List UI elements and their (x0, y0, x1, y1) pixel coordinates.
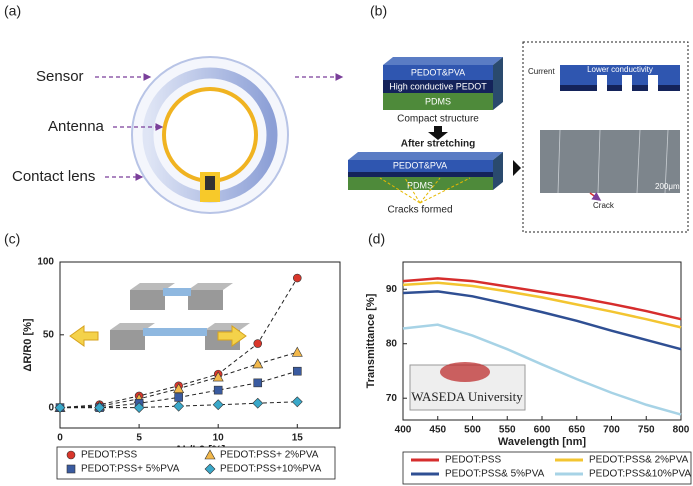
caption: Compact structure (397, 114, 479, 125)
y-tick-label: 80 (386, 338, 398, 349)
marker (66, 450, 76, 460)
marker (213, 385, 223, 395)
label: Crack (593, 201, 615, 210)
x-tick-label: 450 (429, 425, 446, 436)
marker (292, 273, 302, 283)
legend-label: PEDOT:PSS& 2%PVA (589, 455, 689, 466)
layer-label: High conductive PEDOT (389, 81, 487, 91)
legend-label: PEDOT:PSS+ 2%PVA (220, 450, 319, 461)
inset-box (522, 41, 689, 233)
legend-label: PEDOT:PSS+10%PVA (220, 464, 322, 475)
sem-image (540, 130, 680, 193)
layer-label: PEDOT&PVA (411, 67, 465, 77)
marker (54, 402, 66, 414)
y-tick-label: 100 (37, 257, 54, 268)
label: Contact lens (12, 168, 95, 185)
layer-label: PDMS (425, 96, 451, 106)
marker (66, 464, 76, 474)
label: Sensor (36, 68, 84, 85)
panel-label: (b) (370, 3, 387, 19)
legend-label: PEDOT:PSS&10%PVA (589, 469, 691, 480)
layer (348, 160, 493, 172)
marker (252, 397, 264, 409)
legend-label: PEDOT:PSS (81, 450, 137, 461)
label: Current (528, 67, 555, 76)
marker (133, 402, 145, 414)
marker (174, 393, 183, 402)
series-line (402, 277, 682, 321)
layer (560, 85, 680, 91)
panel-label: (a) (4, 3, 21, 19)
layer-label: PDMS (407, 180, 433, 190)
legend (56, 446, 336, 480)
marker (291, 396, 303, 408)
y-tick-label: 50 (43, 329, 55, 340)
panel-label: (c) (4, 231, 20, 247)
x-tick-label: 15 (292, 433, 304, 444)
y-tick-label: 0 (48, 402, 54, 413)
panel-b: (b) PEDOT&PVA High conductive PEDOT PDMS… (348, 3, 689, 233)
label: Antenna (48, 118, 105, 135)
layer (383, 65, 493, 80)
marker (204, 449, 216, 460)
layer (348, 172, 493, 177)
layer-label: PEDOT&PVA (393, 160, 447, 170)
label: Lower conductivity (587, 65, 653, 74)
marker (292, 366, 302, 376)
x-tick-label: 10 (213, 433, 225, 444)
y-axis-label: ΔR/R0 [%] (22, 318, 34, 371)
legend-label: PEDOT:PSS (445, 455, 501, 466)
layer (383, 93, 493, 110)
x-tick-label: 400 (395, 425, 412, 436)
y-tick-label: 70 (386, 393, 398, 404)
arrow (428, 126, 448, 140)
x-tick-label: 600 (534, 425, 551, 436)
marker (253, 378, 263, 388)
panel-label: (d) (368, 231, 385, 247)
marker (291, 346, 303, 357)
antenna-ring (162, 87, 258, 183)
lens-photo-inset: WASEDA University (409, 362, 526, 411)
inset-text: WASEDA University (411, 389, 523, 404)
legend (402, 451, 692, 485)
series-line (402, 323, 682, 416)
x-tick-label: 0 (57, 433, 63, 444)
marker (173, 383, 185, 393)
caption: Cracks formed (387, 205, 452, 216)
series-line (402, 281, 682, 329)
x-tick-label: 500 (464, 425, 481, 436)
x-tick-label: 550 (499, 425, 516, 436)
x-tick-label: 750 (638, 425, 655, 436)
marker (252, 358, 264, 369)
legend-label: PEDOT:PSS+ 5%PVA (81, 464, 180, 475)
chip (205, 176, 215, 190)
panel-a: (a) Sensor Antenna Contact lens (4, 3, 344, 214)
marker (212, 399, 224, 411)
marker (204, 463, 216, 475)
plot-frame (59, 261, 341, 429)
marker (94, 402, 105, 414)
layer (383, 80, 493, 93)
legend-label: PEDOT:PSS& 5%PVA (445, 469, 545, 480)
marker (173, 400, 185, 412)
x-tick-label: 800 (673, 425, 690, 436)
x-tick-label: 700 (603, 425, 620, 436)
caption: After stretching (401, 139, 475, 150)
strain-inset (69, 283, 250, 350)
x-axis-label: Wavelength [nm] (498, 436, 587, 448)
x-tick-label: 5 (136, 433, 142, 444)
label: 200μm (655, 182, 680, 191)
marker (253, 339, 263, 348)
x-tick-label: 650 (568, 425, 585, 436)
series-line (402, 290, 682, 351)
arrow (513, 160, 521, 176)
y-tick-label: 90 (386, 284, 398, 295)
y-axis-label: Transmittance [%] (365, 293, 377, 388)
marker (212, 371, 224, 382)
